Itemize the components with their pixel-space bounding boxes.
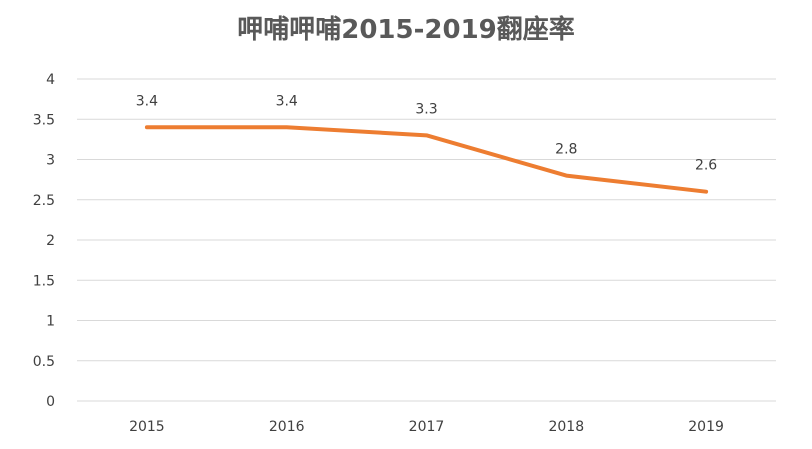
x-tick-label: 2016 <box>269 419 305 435</box>
series-layer <box>144 125 709 194</box>
chart-title: 呷哺呷哺2015-2019翻座率 <box>237 14 575 45</box>
gridlines <box>77 78 776 402</box>
y-tick-label: 1.5 <box>33 273 55 289</box>
data-labels: 3.4 3.4 3.3 2.8 2.6 <box>136 93 718 173</box>
data-label: 3.4 <box>136 93 158 109</box>
x-tick-label: 2015 <box>129 419 165 435</box>
x-tick-label: 2019 <box>688 419 724 435</box>
y-tick-label: 3 <box>46 153 55 169</box>
data-label: 3.3 <box>415 101 437 117</box>
y-tick-label: 1 <box>46 314 55 330</box>
y-axis-tick-labels: 0 0.5 1 1.5 2 2.5 3 3.5 4 <box>33 72 55 410</box>
x-tick-label: 2018 <box>548 419 584 435</box>
data-label: 3.4 <box>276 93 298 109</box>
data-label: 2.8 <box>555 142 577 158</box>
y-tick-label: 4 <box>46 72 55 88</box>
y-tick-label: 2 <box>46 233 55 249</box>
y-tick-label: 0.5 <box>33 354 55 370</box>
y-tick-label: 2.5 <box>33 193 55 209</box>
y-tick-label: 0 <box>46 394 55 410</box>
data-label: 2.6 <box>695 158 717 174</box>
x-tick-label: 2017 <box>409 419 445 435</box>
y-tick-label: 3.5 <box>33 112 55 128</box>
series-line <box>144 125 709 194</box>
x-axis-tick-labels: 2015 2016 2017 2018 2019 <box>129 419 724 435</box>
